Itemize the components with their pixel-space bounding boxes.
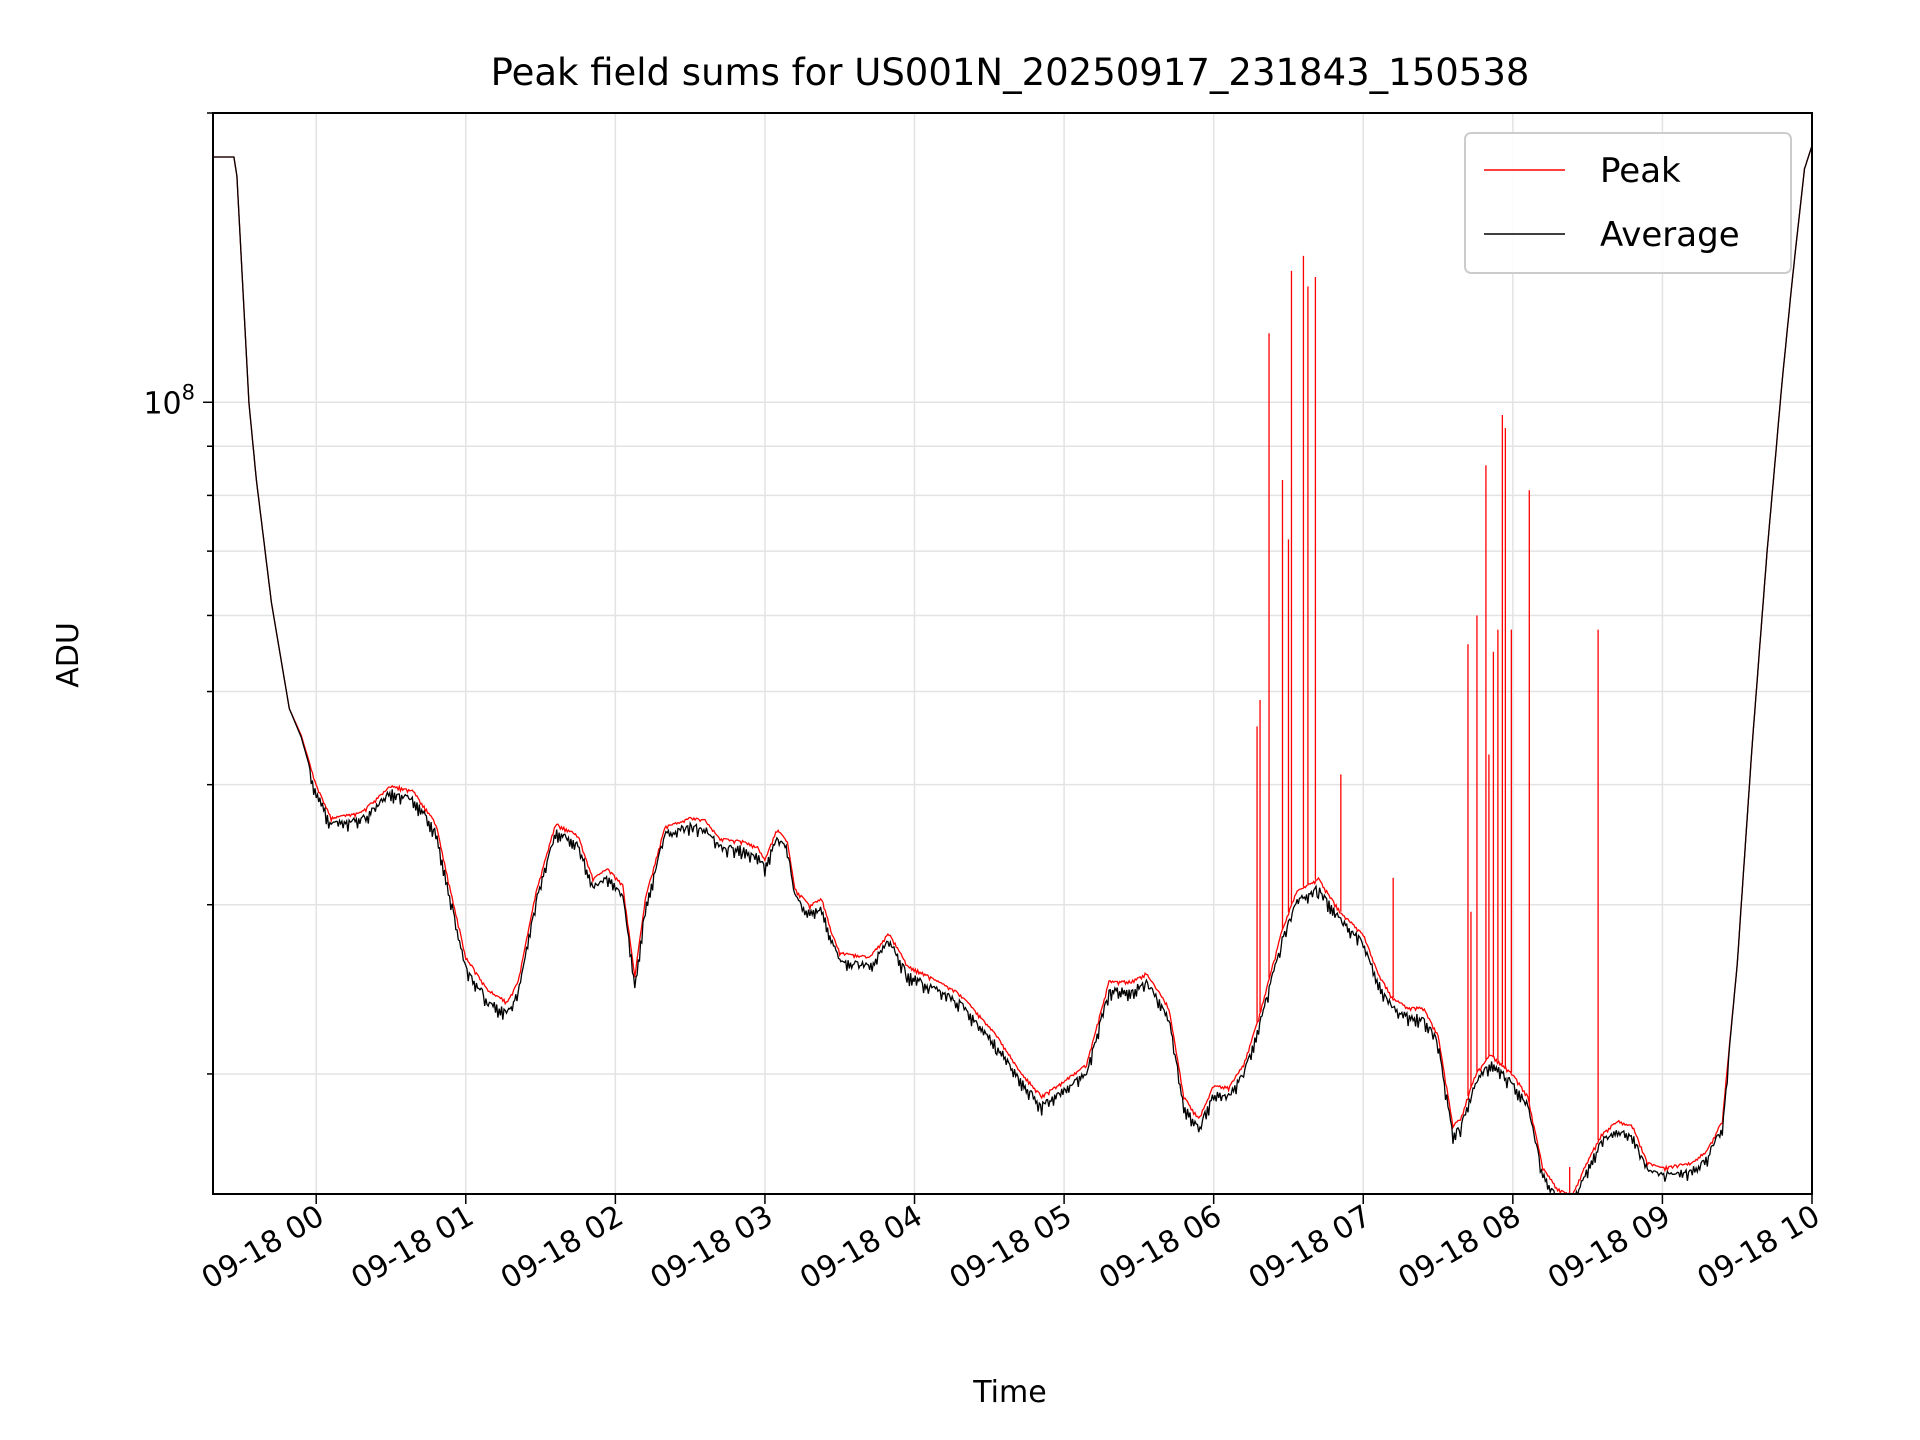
- series-peak-line: [213, 145, 1812, 1194]
- legend-box: [1464, 132, 1792, 274]
- legend-peak-label: Peak: [1600, 151, 1681, 191]
- y-axis-label: ADU: [51, 622, 86, 688]
- chart-title: Peak field sums for US001N_20250917_2318…: [491, 51, 1530, 94]
- x-axis-label: Time: [972, 1375, 1046, 1410]
- plot-area: [213, 145, 1812, 1194]
- legend: Peak Average: [1464, 132, 1792, 274]
- legend-average-label: Average: [1600, 215, 1740, 255]
- y-tick-label: 108: [143, 380, 195, 421]
- plot-frame: [212, 112, 1813, 1195]
- series-average-line: [213, 145, 1812, 1194]
